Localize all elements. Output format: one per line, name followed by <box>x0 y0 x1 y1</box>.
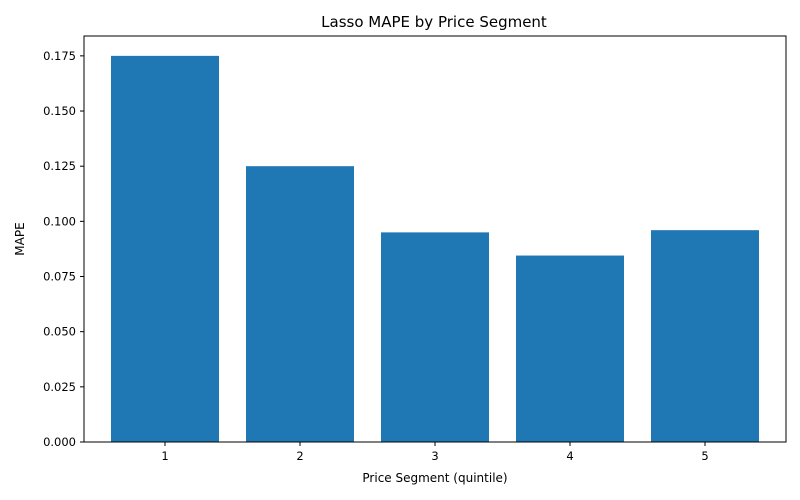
x-axis: 1 2 3 4 5 <box>161 442 709 463</box>
bar-segment-5 <box>651 230 759 442</box>
y-tick-label: 0.125 <box>43 159 76 173</box>
plot-frame <box>83 35 787 443</box>
bar-segment-1 <box>111 55 219 442</box>
x-axis-label: Price Segment (quintile) <box>362 471 507 485</box>
bar-segment-3 <box>381 232 489 442</box>
y-axis-label: MAPE <box>13 222 27 255</box>
y-axis: 0.000 0.025 0.050 0.075 0.100 0.125 0.150 0.175 <box>43 49 84 449</box>
y-tick-label: 0.100 <box>43 214 76 228</box>
bar-segment-4 <box>516 255 624 442</box>
x-tick-label: 1 <box>161 449 168 463</box>
y-tick-label: 0.150 <box>43 104 76 118</box>
x-tick-label: 4 <box>566 449 573 463</box>
x-tick-label: 5 <box>701 449 708 463</box>
x-tick-label: 2 <box>296 449 303 463</box>
y-tick-label: 0.025 <box>43 380 76 394</box>
y-tick-label: 0.050 <box>43 325 76 339</box>
bar-segment-2 <box>246 166 354 442</box>
bars-layer <box>111 55 759 442</box>
y-tick-label: 0.075 <box>43 270 76 284</box>
chart-title: Lasso MAPE by Price Segment <box>321 13 547 31</box>
y-tick-label: 0.000 <box>43 435 76 449</box>
x-tick-label: 3 <box>431 449 438 463</box>
y-tick-label: 0.175 <box>43 49 76 63</box>
